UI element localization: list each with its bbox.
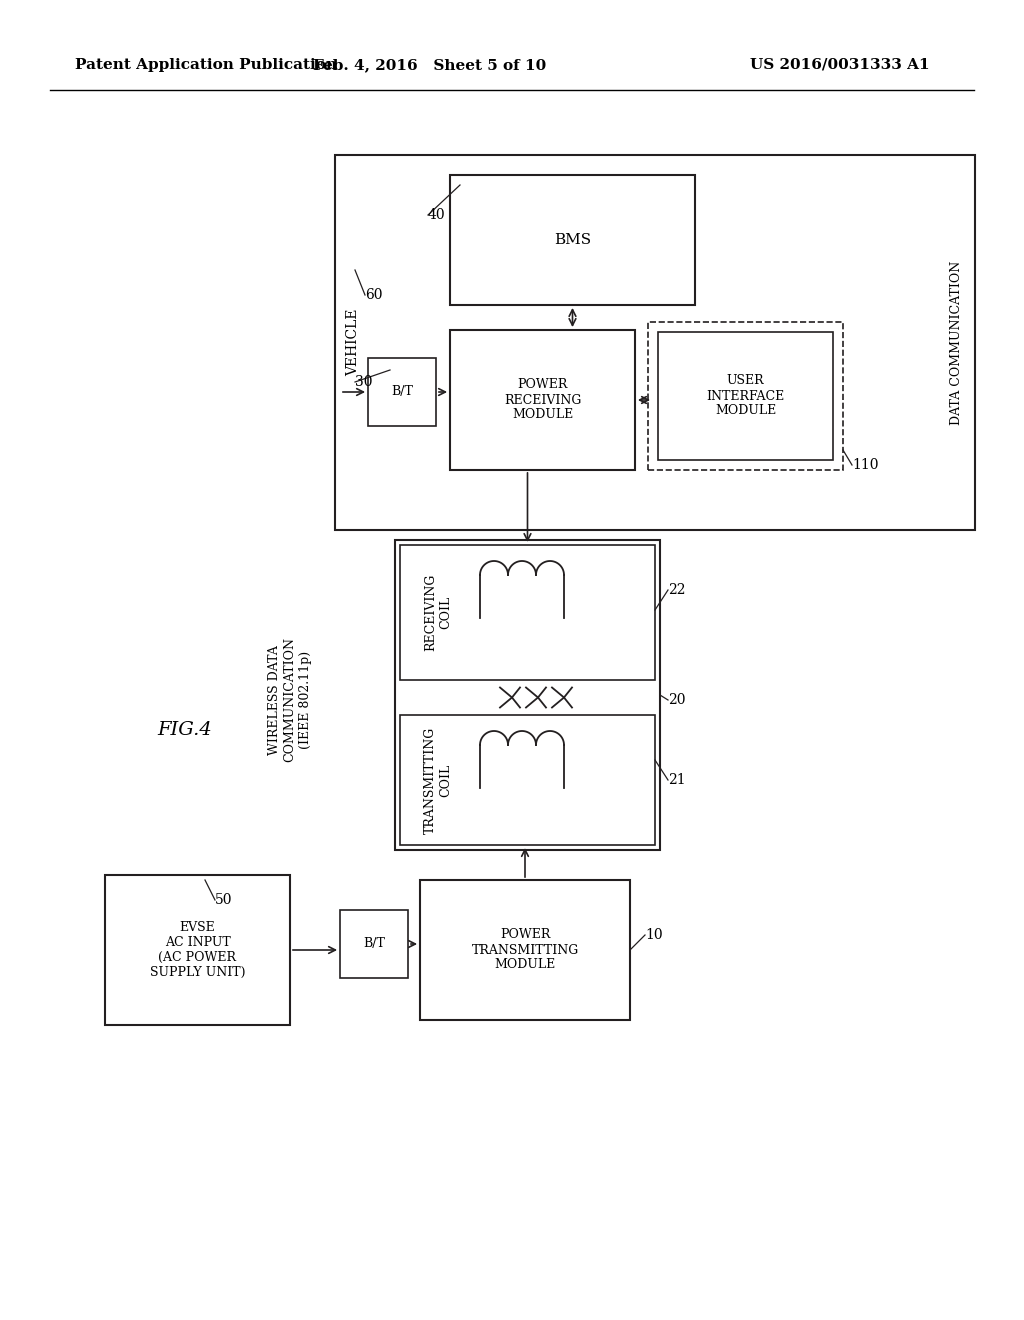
Bar	[450, 330, 635, 470]
Text: Feb. 4, 2016   Sheet 5 of 10: Feb. 4, 2016 Sheet 5 of 10	[313, 58, 547, 73]
Bar	[105, 875, 290, 1026]
Text: US 2016/0031333 A1: US 2016/0031333 A1	[750, 58, 930, 73]
Text: 21: 21	[668, 774, 686, 787]
Text: 50: 50	[215, 894, 232, 907]
Bar	[368, 358, 436, 426]
Text: VEHICLE: VEHICLE	[346, 309, 360, 376]
Text: EVSE
AC INPUT
(AC POWER
SUPPLY UNIT): EVSE AC INPUT (AC POWER SUPPLY UNIT)	[150, 921, 246, 979]
Bar	[420, 880, 630, 1020]
Text: 10: 10	[645, 928, 663, 942]
Bar	[400, 545, 655, 680]
Text: Patent Application Publication: Patent Application Publication	[75, 58, 337, 73]
Text: 30: 30	[355, 375, 373, 389]
Bar	[648, 322, 843, 470]
Text: 110: 110	[852, 458, 879, 473]
Text: 60: 60	[365, 288, 383, 302]
Bar	[658, 333, 833, 459]
Bar	[400, 715, 655, 845]
Text: DATA COMMUNICATION: DATA COMMUNICATION	[950, 260, 964, 425]
Bar	[395, 540, 660, 850]
Text: 20: 20	[668, 693, 685, 708]
Text: WIRELESS DATA
COMMUNICATION
(IEEE 802.11p): WIRELESS DATA COMMUNICATION (IEEE 802.11…	[268, 638, 311, 763]
Text: POWER
TRANSMITTING
MODULE: POWER TRANSMITTING MODULE	[471, 928, 579, 972]
Text: B/T: B/T	[364, 937, 385, 950]
Text: USER
INTERFACE
MODULE: USER INTERFACE MODULE	[707, 375, 784, 417]
Text: POWER
RECEIVING
MODULE: POWER RECEIVING MODULE	[504, 379, 582, 421]
Bar	[340, 909, 408, 978]
Text: 22: 22	[668, 583, 685, 597]
Text: 40: 40	[428, 209, 445, 222]
Bar	[335, 154, 975, 531]
Text: TRANSMITTING
COIL: TRANSMITTING COIL	[424, 726, 452, 834]
Text: BMS: BMS	[554, 234, 591, 247]
Text: FIG.4: FIG.4	[158, 721, 212, 739]
Bar	[450, 176, 695, 305]
Text: B/T: B/T	[391, 385, 413, 399]
Text: RECEIVING
COIL: RECEIVING COIL	[424, 574, 452, 651]
